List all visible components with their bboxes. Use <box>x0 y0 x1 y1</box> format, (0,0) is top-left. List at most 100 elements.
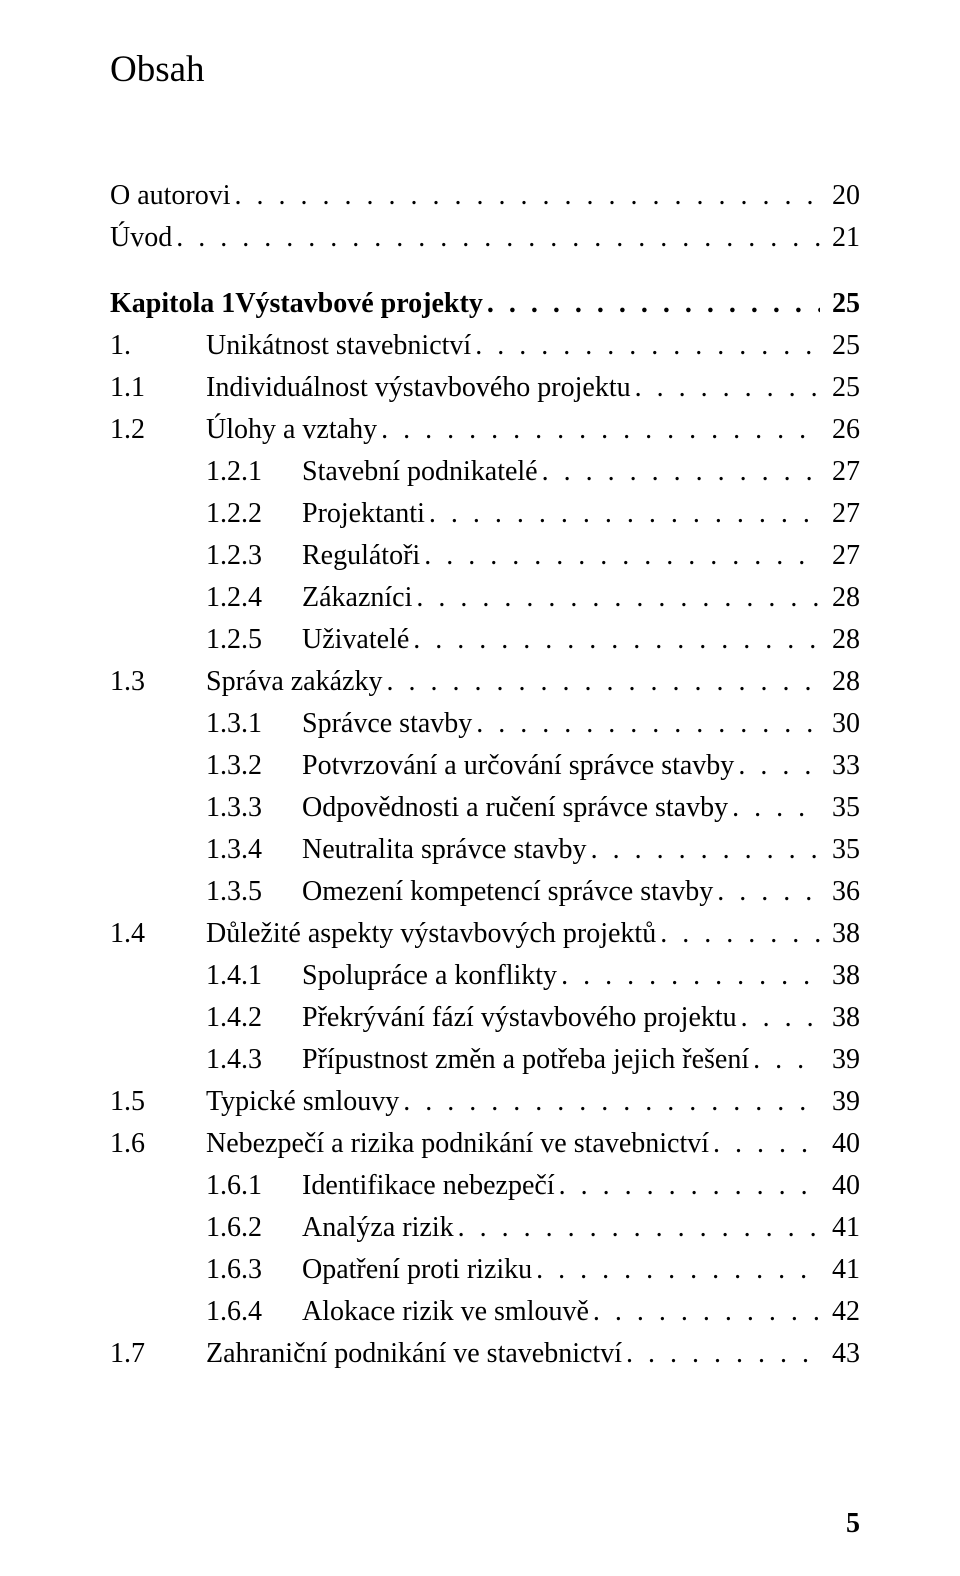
toc-entry-page: 28 <box>820 619 860 661</box>
toc-entry-number: 1.2.5 <box>206 619 302 661</box>
toc-entry: 1.2Úlohy a vztahy26 <box>110 409 860 451</box>
toc-leader-dots <box>587 829 820 871</box>
toc-leader-dots <box>412 577 820 619</box>
toc-leader-dots <box>172 217 820 259</box>
toc-entry-label: Identifikace nebezpečí <box>302 1165 555 1207</box>
toc-leader-dots <box>472 703 820 745</box>
toc-leader-dots <box>532 1249 820 1291</box>
toc-entry-label: Důležité aspekty výstavbových projektů <box>206 913 656 955</box>
toc-entry-page: 25 <box>820 325 860 367</box>
toc-entry: O autorovi20 <box>110 175 860 217</box>
toc-entry: 1.Unikátnost stavebnictví 25 <box>110 325 860 367</box>
toc-entry-number: Kapitola 1 <box>110 283 235 325</box>
toc-entry-number: 1.3.2 <box>206 745 302 787</box>
toc-entry: 1.3.5Omezení kompetencí správce stavby36 <box>110 871 860 913</box>
toc-entry-label: Úlohy a vztahy <box>206 409 377 451</box>
toc-entry-number: 1.6.2 <box>206 1207 302 1249</box>
toc-leader-dots <box>728 787 820 829</box>
toc-leader-dots <box>713 871 820 913</box>
toc-entry-page: 38 <box>820 997 860 1039</box>
toc-entry: 1.7Zahraniční podnikání ve stavebnictví4… <box>110 1333 860 1375</box>
toc-entry: 1.3.3Odpovědnosti a ručení správce stavb… <box>110 787 860 829</box>
toc-entry: 1.3.4Neutralita správce stavby 35 <box>110 829 860 871</box>
toc-leader-dots <box>483 283 820 325</box>
toc-entry-page: 43 <box>820 1333 860 1375</box>
toc-entry: 1.2.3Regulátoři27 <box>110 535 860 577</box>
toc-entry-label: Projektanti <box>302 493 425 535</box>
toc-leader-dots <box>425 493 820 535</box>
toc-entry-label: Odpovědnosti a ručení správce stavby <box>302 787 728 829</box>
toc-entry-page: 21 <box>820 217 860 259</box>
toc-leader-dots <box>656 913 820 955</box>
toc-entry-page: 28 <box>820 661 860 703</box>
toc-leader-dots <box>631 367 820 409</box>
toc-entry-number: 1.6.4 <box>206 1291 302 1333</box>
toc-entry-label: Přípustnost změn a potřeba jejich řešení <box>302 1039 749 1081</box>
toc-entry-page: 41 <box>820 1207 860 1249</box>
toc-entry-number: 1.2 <box>110 409 206 451</box>
toc-entry: 1.2.4Zákazníci28 <box>110 577 860 619</box>
table-of-contents: O autorovi20Úvod 21 Kapitola 1 Výstavbové … <box>110 151 860 1375</box>
toc-entry-page: 41 <box>820 1249 860 1291</box>
toc-entry-number: 1.4.3 <box>206 1039 302 1081</box>
toc-entry-number: 1.4.2 <box>206 997 302 1039</box>
toc-entry-label: Uživatelé <box>302 619 409 661</box>
toc-entry-number: 1.5 <box>110 1081 206 1123</box>
toc-entry-label: Zákazníci <box>302 577 412 619</box>
toc-entry-page: 35 <box>820 787 860 829</box>
toc-leader-dots <box>709 1123 820 1165</box>
toc-entry-page: 30 <box>820 703 860 745</box>
toc-entry-page: 25 <box>820 283 860 325</box>
toc-entry-label: Neutralita správce stavby <box>302 829 587 871</box>
toc-entry-page: 39 <box>820 1039 860 1081</box>
toc-entry-number: 1. <box>110 325 206 367</box>
toc-entry: 1.6Nebezpečí a rizika podnikání ve stave… <box>110 1123 860 1165</box>
toc-entry-page: 27 <box>820 535 860 577</box>
toc-leader-dots <box>399 1081 820 1123</box>
toc-entry: 1.4.1Spolupráce a konflikty38 <box>110 955 860 997</box>
toc-entry-label: Úvod <box>110 217 172 259</box>
toc-entry: 1.6.1Identifikace nebezpečí40 <box>110 1165 860 1207</box>
toc-entry: Úvod 21 <box>110 217 860 259</box>
toc-entry-label: Spolupráce a konflikty <box>302 955 557 997</box>
toc-leader-dots <box>377 409 820 451</box>
toc-leader-dots <box>749 1039 820 1081</box>
toc-entry-number: 1.2.3 <box>206 535 302 577</box>
toc-entry-label: Opatření proti riziku <box>302 1249 532 1291</box>
toc-entry-page: 27 <box>820 493 860 535</box>
toc-leader-dots <box>471 325 820 367</box>
toc-entry-number: 1.6 <box>110 1123 206 1165</box>
toc-entry-page: 40 <box>820 1165 860 1207</box>
toc-entry-page: 35 <box>820 829 860 871</box>
toc-leader-dots <box>409 619 820 661</box>
toc-leader-dots <box>734 745 820 787</box>
toc-entry: 1.6.3Opatření proti riziku 41 <box>110 1249 860 1291</box>
toc-entry-page: 27 <box>820 451 860 493</box>
toc-entry-number: 1.6.3 <box>206 1249 302 1291</box>
toc-leader-dots <box>622 1333 820 1375</box>
toc-entry: 1.5Typické smlouvy39 <box>110 1081 860 1123</box>
toc-entry-number: 1.2.1 <box>206 451 302 493</box>
toc-entry-number: 1.3 <box>110 661 206 703</box>
toc-entry-page: 36 <box>820 871 860 913</box>
toc-entry-number: 1.7 <box>110 1333 206 1375</box>
toc-leader-dots <box>382 661 820 703</box>
toc-entry-number: 1.4 <box>110 913 206 955</box>
toc-entry-page: 38 <box>820 955 860 997</box>
spacer <box>110 259 860 283</box>
toc-leader-dots <box>737 997 820 1039</box>
toc-entry: Kapitola 1 Výstavbové projekty 25 <box>110 283 860 325</box>
toc-entry-page: 39 <box>820 1081 860 1123</box>
toc-entry-number: 1.2.4 <box>206 577 302 619</box>
toc-entry-number: 1.3.4 <box>206 829 302 871</box>
toc-entry-number: 1.3.3 <box>206 787 302 829</box>
toc-entry: 1.2.2Projektanti27 <box>110 493 860 535</box>
toc-entry-page: 40 <box>820 1123 860 1165</box>
toc-entry: 1.3.2Potvrzování a určování správce stav… <box>110 745 860 787</box>
toc-entry-label: O autorovi <box>110 175 231 217</box>
toc-entry-page: 42 <box>820 1291 860 1333</box>
toc-entry-label: Výstavbové projekty <box>235 283 483 325</box>
toc-entry-label: Unikátnost stavebnictví <box>206 325 471 367</box>
toc-entry: 1.4Důležité aspekty výstavbových projekt… <box>110 913 860 955</box>
toc-entry-page: 33 <box>820 745 860 787</box>
